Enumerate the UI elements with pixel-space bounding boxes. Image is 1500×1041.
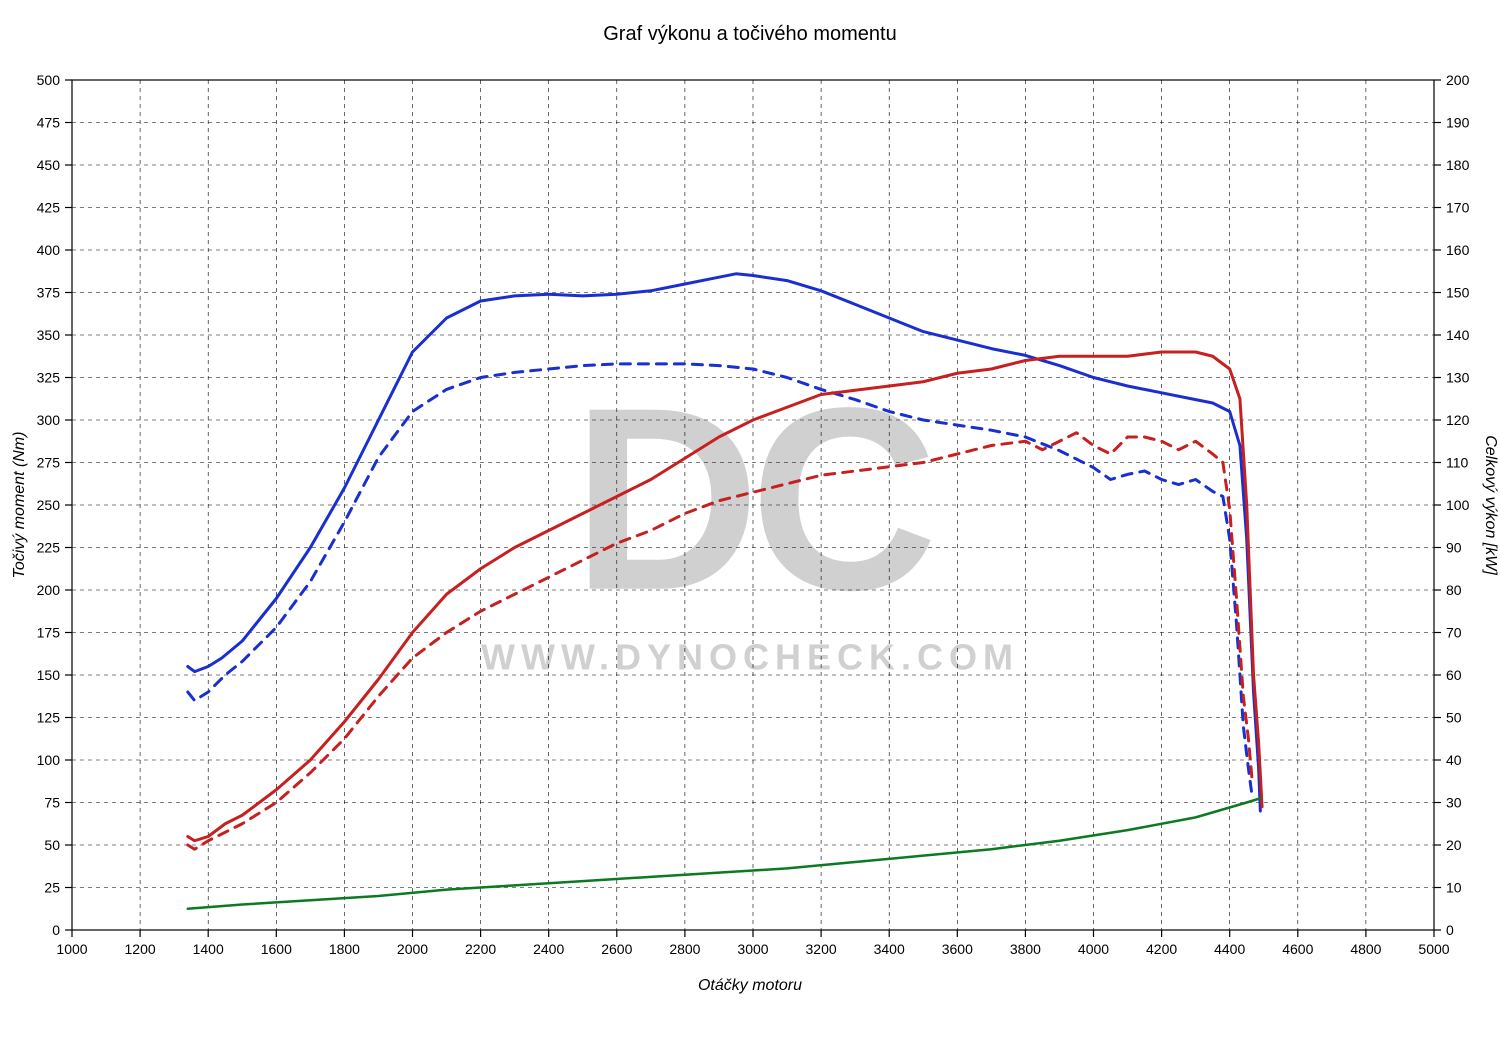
x-tick-label: 3600 xyxy=(942,941,973,957)
watermark-big: DC xyxy=(572,355,933,645)
x-tick-label: 1600 xyxy=(261,941,292,957)
y-left-tick-label: 100 xyxy=(37,752,61,768)
x-tick-label: 1000 xyxy=(56,941,87,957)
y-right-tick-label: 90 xyxy=(1446,540,1462,556)
y-right-tick-label: 50 xyxy=(1446,710,1462,726)
y-right-tick-label: 80 xyxy=(1446,582,1462,598)
y-left-tick-label: 150 xyxy=(37,667,61,683)
y-right-tick-label: 100 xyxy=(1446,497,1470,513)
y-left-tick-label: 275 xyxy=(37,455,61,471)
y-left-tick-label: 475 xyxy=(37,115,61,131)
x-ticks: 1000 1200 1400 1600 1800 2000 2200 2400 2600 2800… xyxy=(56,930,1449,957)
y-right-tick-label: 120 xyxy=(1446,412,1470,428)
x-tick-label: 2800 xyxy=(669,941,700,957)
y-right-tick-label: 10 xyxy=(1446,880,1462,896)
y-left-tick-label: 200 xyxy=(37,582,61,598)
x-tick-label: 2200 xyxy=(465,941,496,957)
y-left-tick-label: 425 xyxy=(37,200,61,216)
x-tick-label: 1200 xyxy=(125,941,156,957)
y-left-tick-label: 450 xyxy=(37,157,61,173)
chart-svg: DC WWW.DYNOCHECK.COM 1000120014001600180… xyxy=(0,0,1500,1041)
y-right-tick-label: 140 xyxy=(1446,327,1470,343)
y-right-tick-label: 40 xyxy=(1446,752,1462,768)
x-tick-label: 3400 xyxy=(874,941,905,957)
y-left-tick-label: 50 xyxy=(44,837,60,853)
y-left-tick-label: 175 xyxy=(37,625,61,641)
y-left-ticks: 0 25 50 75 100 125 150 175 200 225 250 275 300 325 350… xyxy=(37,72,72,938)
y-right-tick-label: 170 xyxy=(1446,200,1470,216)
y-left-tick-label: 325 xyxy=(37,370,61,386)
y-left-tick-label: 250 xyxy=(37,497,61,513)
x-tick-label: 4600 xyxy=(1282,941,1313,957)
y-right-tick-label: 130 xyxy=(1446,370,1470,386)
y-right-tick-label: 110 xyxy=(1446,455,1469,471)
y-right-tick-label: 160 xyxy=(1446,242,1470,258)
y-left-tick-label: 350 xyxy=(37,327,61,343)
y-right-tick-label: 20 xyxy=(1446,837,1462,853)
y-right-tick-label: 30 xyxy=(1446,795,1462,811)
x-tick-label: 2000 xyxy=(397,941,428,957)
y-left-tick-label: 125 xyxy=(37,710,61,726)
chart-title: Graf výkonu a točivého momentu xyxy=(603,23,896,45)
y-left-tick-label: 75 xyxy=(44,795,60,811)
watermark-url: WWW.DYNOCHECK.COM xyxy=(481,637,1019,678)
x-axis-label: Otáčky motoru xyxy=(698,977,802,994)
y-left-tick-label: 0 xyxy=(52,922,60,938)
x-tick-label: 3000 xyxy=(737,941,768,957)
y-right-axis-label: Celkový výkon [kW] xyxy=(1482,435,1499,575)
y-left-axis-label: Točivý moment (Nm) xyxy=(11,432,28,579)
x-tick-label: 3800 xyxy=(1010,941,1041,957)
y-right-ticks: 0 10 20 30 40 50 60 70 80 90 100 110 120 130 140 150 160… xyxy=(1434,72,1470,938)
x-tick-label: 2400 xyxy=(533,941,564,957)
y-left-tick-label: 225 xyxy=(37,540,61,556)
x-tick-label: 1800 xyxy=(329,941,360,957)
y-right-tick-label: 190 xyxy=(1446,115,1470,131)
y-right-tick-label: 70 xyxy=(1446,625,1462,641)
y-right-tick-label: 150 xyxy=(1446,285,1470,301)
dyno-chart: DC WWW.DYNOCHECK.COM 1000120014001600180… xyxy=(0,0,1500,1041)
y-right-tick-label: 200 xyxy=(1446,72,1470,88)
x-tick-label: 1400 xyxy=(193,941,224,957)
x-tick-label: 5000 xyxy=(1418,941,1449,957)
x-tick-label: 4800 xyxy=(1350,941,1381,957)
x-tick-label: 4200 xyxy=(1146,941,1177,957)
series-loss_power xyxy=(188,798,1261,909)
y-right-tick-label: 180 xyxy=(1446,157,1470,173)
y-left-tick-label: 25 xyxy=(44,880,60,896)
y-right-tick-label: 0 xyxy=(1446,922,1454,938)
y-left-tick-label: 300 xyxy=(37,412,61,428)
y-left-tick-label: 400 xyxy=(37,242,61,258)
y-right-tick-label: 60 xyxy=(1446,667,1462,683)
y-left-tick-label: 500 xyxy=(37,72,61,88)
x-tick-label: 4400 xyxy=(1214,941,1245,957)
x-tick-label: 2600 xyxy=(601,941,632,957)
watermark: DC WWW.DYNOCHECK.COM xyxy=(481,355,1019,678)
x-tick-label: 3200 xyxy=(806,941,837,957)
y-left-tick-label: 375 xyxy=(37,285,61,301)
x-tick-label: 4000 xyxy=(1078,941,1109,957)
